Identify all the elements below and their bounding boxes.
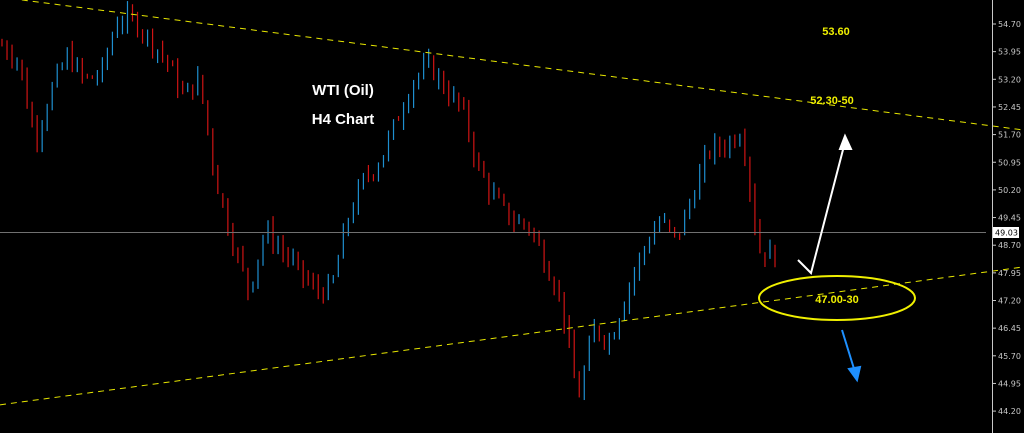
chart-subtitle: H4 Chart bbox=[312, 111, 375, 128]
y-tick-label: 44.95 bbox=[998, 379, 1021, 388]
support-zone-ellipse bbox=[758, 275, 916, 321]
y-tick-label: 46.45 bbox=[998, 324, 1021, 333]
price-axis: 54.70 53.95 53.20 52.45 51.70 50.95 50.20 49.45… bbox=[992, 20, 1021, 416]
bounce-up-arrow-icon bbox=[797, 133, 853, 275]
current-price-label: 49.03 bbox=[995, 229, 1018, 238]
y-tick-label: 49.45 bbox=[998, 214, 1021, 223]
support-trendline bbox=[0, 266, 1024, 406]
y-tick-label: 50.95 bbox=[998, 158, 1021, 167]
chart-title: WTI (Oil) bbox=[312, 82, 374, 99]
annotation-53-60: 53.60 bbox=[822, 26, 850, 38]
y-tick-label: 48.70 bbox=[998, 241, 1021, 250]
y-tick-label: 54.70 bbox=[998, 20, 1021, 29]
y-tick-label: 53.20 bbox=[998, 75, 1021, 84]
y-tick-label: 45.70 bbox=[998, 352, 1021, 361]
y-tick-label: 47.20 bbox=[998, 297, 1021, 306]
annotation-47-00-30: 47.00-30 bbox=[815, 294, 858, 306]
break-down-arrow-icon bbox=[841, 329, 862, 383]
current-price-label-box bbox=[993, 227, 1019, 238]
y-tick-label: 47.95 bbox=[998, 269, 1021, 278]
y-tick-label: 44.20 bbox=[998, 407, 1021, 416]
candles bbox=[1, 1, 776, 401]
y-tick-label: 52.45 bbox=[998, 103, 1021, 112]
y-tick-label: 51.70 bbox=[998, 131, 1021, 140]
resistance-trendline bbox=[18, 0, 1024, 131]
y-tick-label: 53.95 bbox=[998, 48, 1021, 57]
annotation-52-30-50: 52.30-50 bbox=[810, 95, 853, 107]
y-tick-label: 50.20 bbox=[998, 186, 1021, 195]
